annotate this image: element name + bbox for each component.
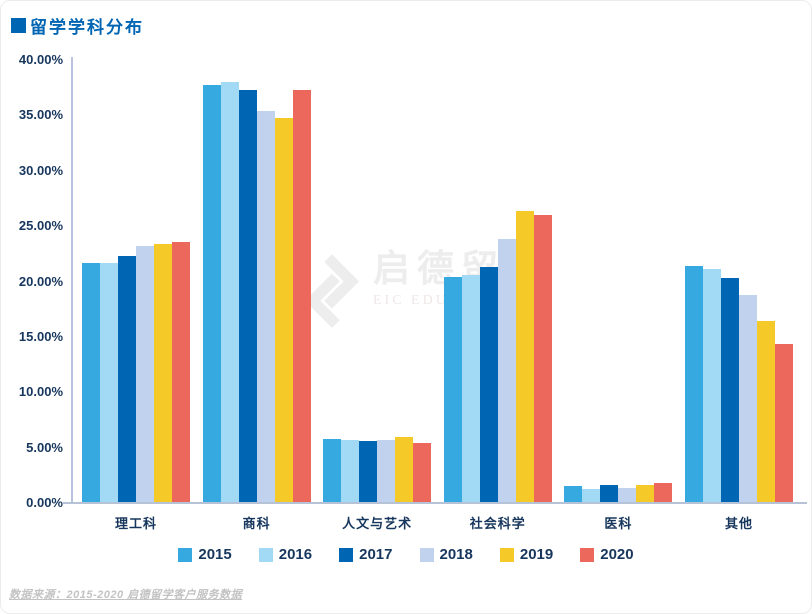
y-axis-tick-label: 5.00% <box>26 439 63 455</box>
bar-group-商科 <box>202 60 311 503</box>
legend-item-2019: 2019 <box>499 546 554 563</box>
bar-2020-人文与艺术 <box>413 443 432 503</box>
legend-marker-icon <box>339 547 354 562</box>
bar-2017-商科 <box>238 89 257 503</box>
legend-label: 2015 <box>198 546 232 563</box>
bar-2016-人文与艺术 <box>341 439 360 503</box>
legend-label: 2020 <box>600 546 634 563</box>
bar-2020-医科 <box>654 483 673 503</box>
legend-label: 2018 <box>439 546 473 563</box>
bar-group-理工科 <box>82 60 190 503</box>
legend-label: 2016 <box>278 546 313 563</box>
bar-2018-医科 <box>618 487 637 503</box>
y-axis-tick-label: 25.00% <box>18 218 63 234</box>
y-axis-line <box>71 57 73 503</box>
bar-2015-医科 <box>564 486 583 503</box>
bar-2016-其他 <box>702 269 721 503</box>
bar-2015-其他 <box>684 266 703 503</box>
legend-item-2015: 2015 <box>178 546 232 563</box>
bar-2015-社会科学 <box>443 277 462 503</box>
x-axis-category-label: 社会科学 <box>469 516 526 531</box>
bar-2017-社会科学 <box>479 267 498 503</box>
legend-marker-icon <box>178 547 193 562</box>
y-axis-tick-label: 0.00% <box>26 495 63 510</box>
legend-marker-icon <box>258 547 273 562</box>
bar-2016-商科 <box>220 82 239 503</box>
bar-2020-理工科 <box>172 241 190 503</box>
bar-2018-其他 <box>738 294 757 503</box>
legend-label: 2017 <box>359 546 393 563</box>
bar-2017-其他 <box>720 278 739 503</box>
bar-2018-商科 <box>256 110 275 503</box>
bar-2019-医科 <box>636 485 655 503</box>
page-title: 留学学科分布 <box>30 18 144 37</box>
legend-marker-icon <box>499 547 514 562</box>
bar-2018-人文与艺术 <box>377 439 396 503</box>
bar-group-人文与艺术 <box>323 60 432 503</box>
x-axis-category-label: 医科 <box>604 516 633 531</box>
legend-item-2017: 2017 <box>339 546 393 563</box>
bar-2018-理工科 <box>136 246 154 503</box>
bar-2019-商科 <box>274 117 293 503</box>
bar-2020-商科 <box>292 89 311 503</box>
bar-2019-理工科 <box>154 243 172 503</box>
x-axis-category-label: 其他 <box>724 516 753 531</box>
title-accent-square-icon <box>11 18 26 33</box>
legend-marker-icon <box>419 547 434 562</box>
bar-2015-人文与艺术 <box>323 438 342 503</box>
bar-2020-社会科学 <box>533 215 552 503</box>
x-axis-category-label: 理工科 <box>114 516 157 531</box>
x-axis-category-label: 商科 <box>242 516 271 531</box>
legend-item-2020: 2020 <box>580 546 634 563</box>
y-axis-tick-label: 20.00% <box>18 273 63 289</box>
bar-2017-人文与艺术 <box>359 440 378 503</box>
x-axis-baseline <box>63 502 807 504</box>
x-axis-labels: 理工科 商科 人文与艺术 社会科学 医科 其他 <box>73 513 801 532</box>
bar-2018-社会科学 <box>497 239 516 503</box>
legend: 2015 2016 2017 2018 2019 2020 <box>1 546 811 563</box>
bar-2019-人文与艺术 <box>395 436 414 503</box>
legend-label: 2019 <box>519 546 554 563</box>
y-axis-tick-label: 10.00% <box>18 384 63 400</box>
bar-2017-医科 <box>600 485 619 503</box>
y-axis-tick-label: 15.00% <box>18 328 63 344</box>
bar-group-医科 <box>564 60 673 503</box>
bar-group-其他 <box>684 60 793 503</box>
bar-2019-社会科学 <box>515 210 534 503</box>
bar-group-社会科学 <box>443 60 552 503</box>
x-axis-category-label: 人文与艺术 <box>342 516 413 531</box>
plot-area <box>73 60 801 503</box>
bar-2016-理工科 <box>100 262 118 503</box>
legend-item-2018: 2018 <box>419 546 473 563</box>
bar-2020-其他 <box>774 343 793 503</box>
legend-marker-icon <box>580 547 595 562</box>
bar-2015-理工科 <box>82 262 100 503</box>
data-source-note: 数据来源：2015-2020 启德留学客户服务数据 <box>9 589 243 601</box>
legend-item-2016: 2016 <box>258 546 313 563</box>
y-axis-tick-label: 30.00% <box>18 162 63 178</box>
eic-logo-icon <box>304 254 360 328</box>
bar-2016-医科 <box>582 488 601 503</box>
bar-2019-其他 <box>756 321 775 503</box>
bar-2015-商科 <box>202 85 221 503</box>
bar-2016-社会科学 <box>461 274 480 503</box>
y-axis-tick-label: 35.00% <box>18 107 63 123</box>
chart-header: 留学学科分布 <box>11 13 144 38</box>
y-axis-tick-label: 40.00% <box>18 52 63 67</box>
bar-2017-理工科 <box>118 256 136 503</box>
